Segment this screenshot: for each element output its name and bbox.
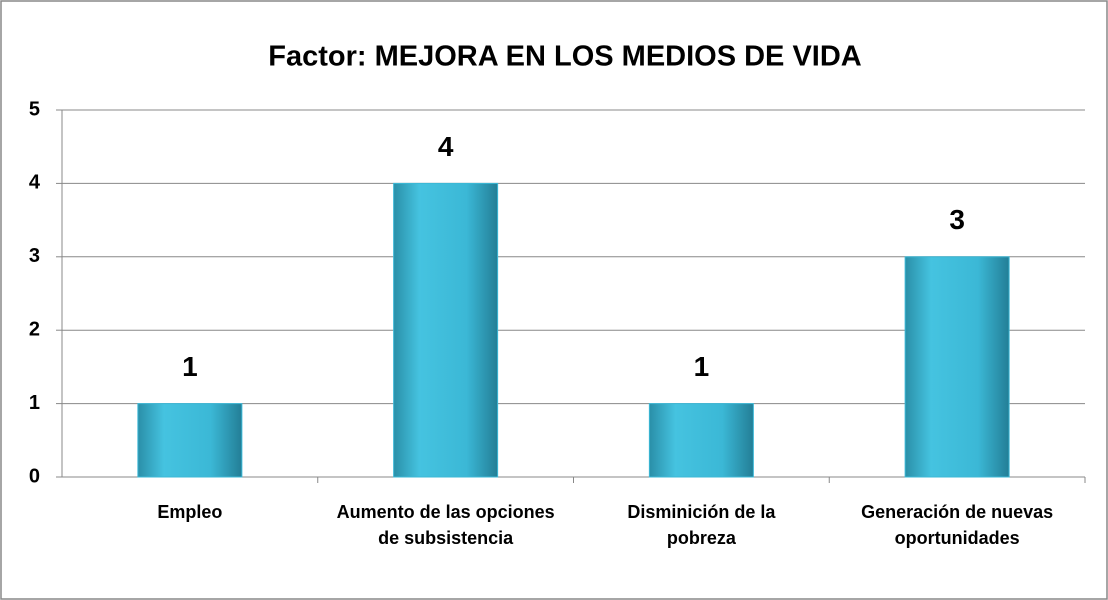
x-tick-label: Empleo xyxy=(157,502,223,522)
bar xyxy=(393,182,499,478)
y-tick-label: 3 xyxy=(29,245,40,267)
bar xyxy=(137,403,243,478)
y-tick-label: 5 xyxy=(29,98,40,120)
x-tick-label: Disminición de la pobreza xyxy=(627,502,776,548)
x-tick-label: Aumento de las opciones de subsistencia xyxy=(336,502,555,548)
y-tick-label: 1 xyxy=(29,392,40,414)
y-tick-label: 2 xyxy=(29,318,40,340)
x-tick-label: Generación de nuevas oportunidades xyxy=(861,502,1054,548)
bar xyxy=(648,403,754,478)
data-label: 3 xyxy=(949,204,965,235)
chart-title: Factor: MEJORA EN LOS MEDIOS DE VIDA xyxy=(268,41,862,73)
y-tick-label: 4 xyxy=(29,172,41,194)
data-label: 4 xyxy=(438,131,454,162)
bar xyxy=(904,256,1010,478)
data-label: 1 xyxy=(182,351,198,382)
data-label: 1 xyxy=(694,351,710,382)
y-tick-label: 0 xyxy=(29,465,40,487)
